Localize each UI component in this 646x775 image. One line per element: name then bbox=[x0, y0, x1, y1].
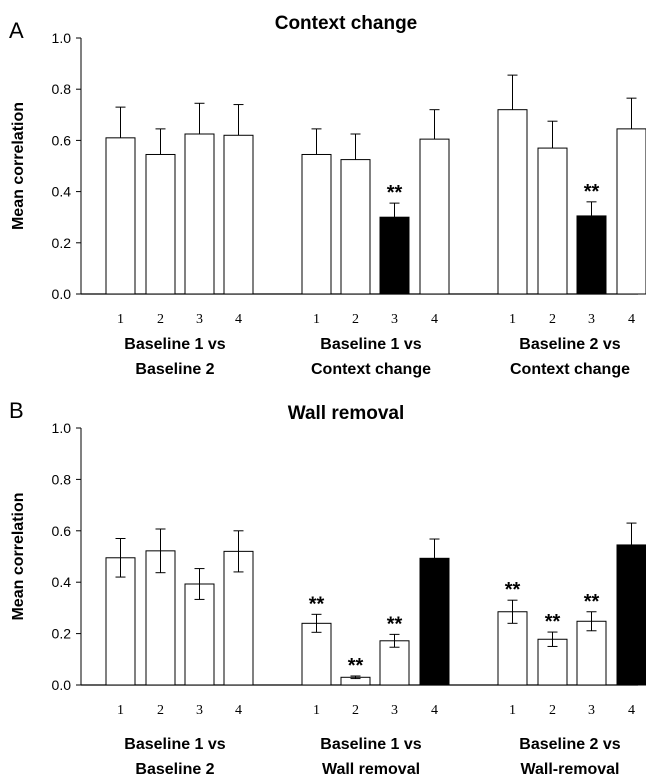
x-tick-label: 4 bbox=[235, 703, 242, 718]
bar bbox=[223, 134, 254, 295]
y-tick-label: 0.8 bbox=[52, 81, 72, 97]
bar bbox=[616, 128, 646, 295]
y-tick-label: 0.0 bbox=[52, 677, 72, 693]
x-tick-label: 3 bbox=[588, 312, 595, 327]
bar bbox=[105, 557, 136, 686]
group-label: Wall removal bbox=[322, 761, 420, 775]
panel-letter: A bbox=[9, 18, 24, 43]
x-tick-label: 3 bbox=[196, 312, 203, 327]
bar bbox=[301, 153, 332, 295]
bar bbox=[419, 557, 450, 686]
x-tick-label: 2 bbox=[157, 312, 164, 327]
bar bbox=[379, 216, 410, 295]
bar bbox=[145, 153, 176, 295]
significance-label: ** bbox=[387, 613, 403, 635]
y-tick-label: 0.4 bbox=[52, 574, 72, 590]
x-tick-label: 1 bbox=[117, 703, 124, 718]
group-label: Baseline 1 vs bbox=[124, 736, 226, 753]
x-tick-label: 1 bbox=[117, 312, 124, 327]
significance-label: ** bbox=[348, 655, 364, 677]
x-tick-label: 4 bbox=[628, 312, 635, 327]
y-tick-label: 0.6 bbox=[52, 523, 72, 539]
x-tick-label: 1 bbox=[509, 703, 516, 718]
group-label: Context change bbox=[510, 361, 630, 378]
x-tick-label: 4 bbox=[431, 703, 438, 718]
group-label: Baseline 2 vs bbox=[519, 336, 621, 353]
bar bbox=[419, 138, 450, 295]
bar bbox=[184, 133, 215, 295]
group-label: Baseline 1 vs bbox=[320, 736, 422, 753]
bar bbox=[105, 137, 136, 295]
bar bbox=[576, 215, 607, 295]
bar bbox=[576, 620, 607, 686]
significance-label: ** bbox=[545, 611, 561, 633]
x-tick-label: 3 bbox=[196, 703, 203, 718]
bar bbox=[223, 550, 254, 686]
y-tick-label: 0.0 bbox=[52, 286, 72, 302]
x-tick-label: 2 bbox=[157, 703, 164, 718]
y-tick-label: 0.2 bbox=[52, 235, 72, 251]
chart-title: Context change bbox=[275, 13, 418, 34]
y-tick-label: 0.6 bbox=[52, 132, 72, 148]
group-label: Context change bbox=[311, 361, 431, 378]
y-tick-label: 0.4 bbox=[52, 184, 72, 200]
bar bbox=[340, 159, 371, 295]
x-tick-label: 3 bbox=[588, 703, 595, 718]
bar bbox=[379, 640, 410, 686]
x-tick-label: 1 bbox=[313, 312, 320, 327]
significance-label: ** bbox=[584, 591, 600, 613]
group-label: Wall-removal bbox=[521, 761, 620, 775]
significance-label: ** bbox=[309, 593, 325, 615]
x-tick-label: 1 bbox=[509, 312, 516, 327]
x-tick-label: 1 bbox=[313, 703, 320, 718]
y-axis-label: Mean correlation bbox=[10, 102, 27, 230]
chart-title: Wall removal bbox=[288, 403, 405, 424]
y-tick-label: 0.2 bbox=[52, 626, 72, 642]
x-tick-label: 2 bbox=[352, 312, 359, 327]
bar bbox=[184, 583, 215, 686]
group-label: Baseline 2 vs bbox=[519, 736, 621, 753]
y-tick-label: 0.8 bbox=[52, 471, 72, 487]
x-tick-label: 4 bbox=[235, 312, 242, 327]
x-tick-label: 3 bbox=[391, 312, 398, 327]
panel-letter: B bbox=[9, 398, 24, 423]
group-label: Baseline 2 bbox=[135, 761, 214, 775]
x-tick-label: 3 bbox=[391, 703, 398, 718]
significance-label: ** bbox=[584, 181, 600, 203]
significance-label: ** bbox=[387, 182, 403, 204]
y-axis-label: Mean correlation bbox=[10, 492, 27, 620]
bar bbox=[537, 147, 568, 295]
significance-label: ** bbox=[505, 579, 521, 601]
group-label: Baseline 2 bbox=[135, 361, 214, 378]
group-label: Baseline 1 vs bbox=[320, 336, 422, 353]
group-label: Baseline 1 vs bbox=[124, 336, 226, 353]
x-tick-label: 2 bbox=[352, 703, 359, 718]
bar bbox=[301, 622, 332, 686]
y-tick-label: 1.0 bbox=[52, 30, 72, 46]
x-tick-label: 4 bbox=[628, 703, 635, 718]
x-tick-label: 2 bbox=[549, 312, 556, 327]
bar bbox=[497, 109, 528, 295]
bar bbox=[497, 611, 528, 686]
x-tick-label: 4 bbox=[431, 312, 438, 327]
y-tick-label: 1.0 bbox=[52, 420, 72, 436]
x-tick-label: 2 bbox=[549, 703, 556, 718]
